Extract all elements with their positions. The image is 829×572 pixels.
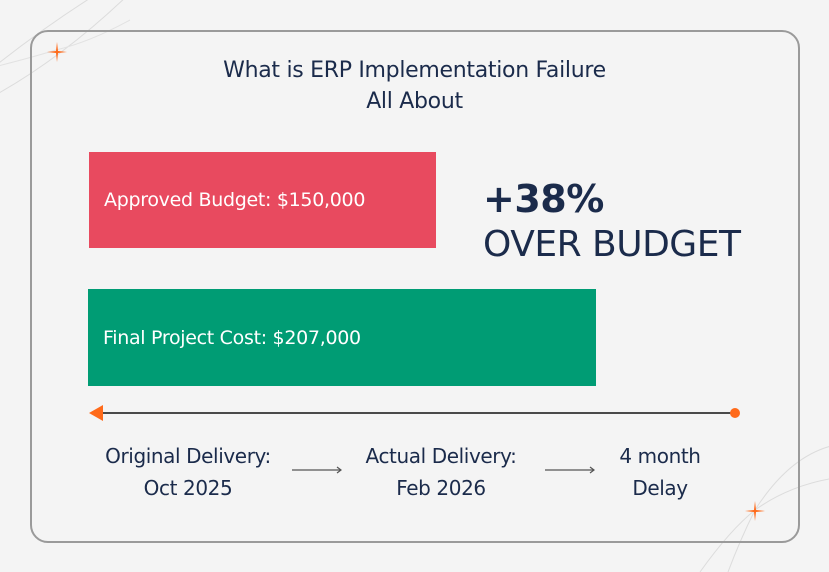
original-delivery-label: Original Delivery: [105,444,271,468]
title-line-2: All About [366,89,463,114]
approved-budget-label: Approved Budget: $150,000 [104,189,366,211]
overrun-percent: +38% [483,177,604,221]
actual-delivery-date: Feb 2026 [396,476,486,500]
overrun-stat: +38% OVER BUDGET [483,176,741,268]
right-arrow-icon [292,466,342,474]
page-title: What is ERP Implementation Failure All A… [0,55,829,117]
title-line-1: What is ERP Implementation Failure [223,58,606,83]
actual-delivery: Actual Delivery: Feb 2026 [352,440,530,504]
final-cost-bar: Final Project Cost: $207,000 [88,289,596,386]
delay-amount: 4 month [619,444,701,468]
four-point-star-icon [47,42,67,62]
delay-duration: 4 month Delay [605,440,715,504]
actual-delivery-label: Actual Delivery: [365,444,517,468]
right-arrow-icon [545,466,595,474]
original-delivery-date: Oct 2025 [143,476,233,500]
infographic-card [30,30,800,543]
four-point-star-icon [745,501,765,521]
delay-label: Delay [632,476,688,500]
final-cost-label: Final Project Cost: $207,000 [103,326,361,349]
overrun-label: OVER BUDGET [483,224,741,265]
original-delivery: Original Delivery: Oct 2025 [94,440,282,504]
approved-budget-bar: Approved Budget: $150,000 [89,152,436,248]
